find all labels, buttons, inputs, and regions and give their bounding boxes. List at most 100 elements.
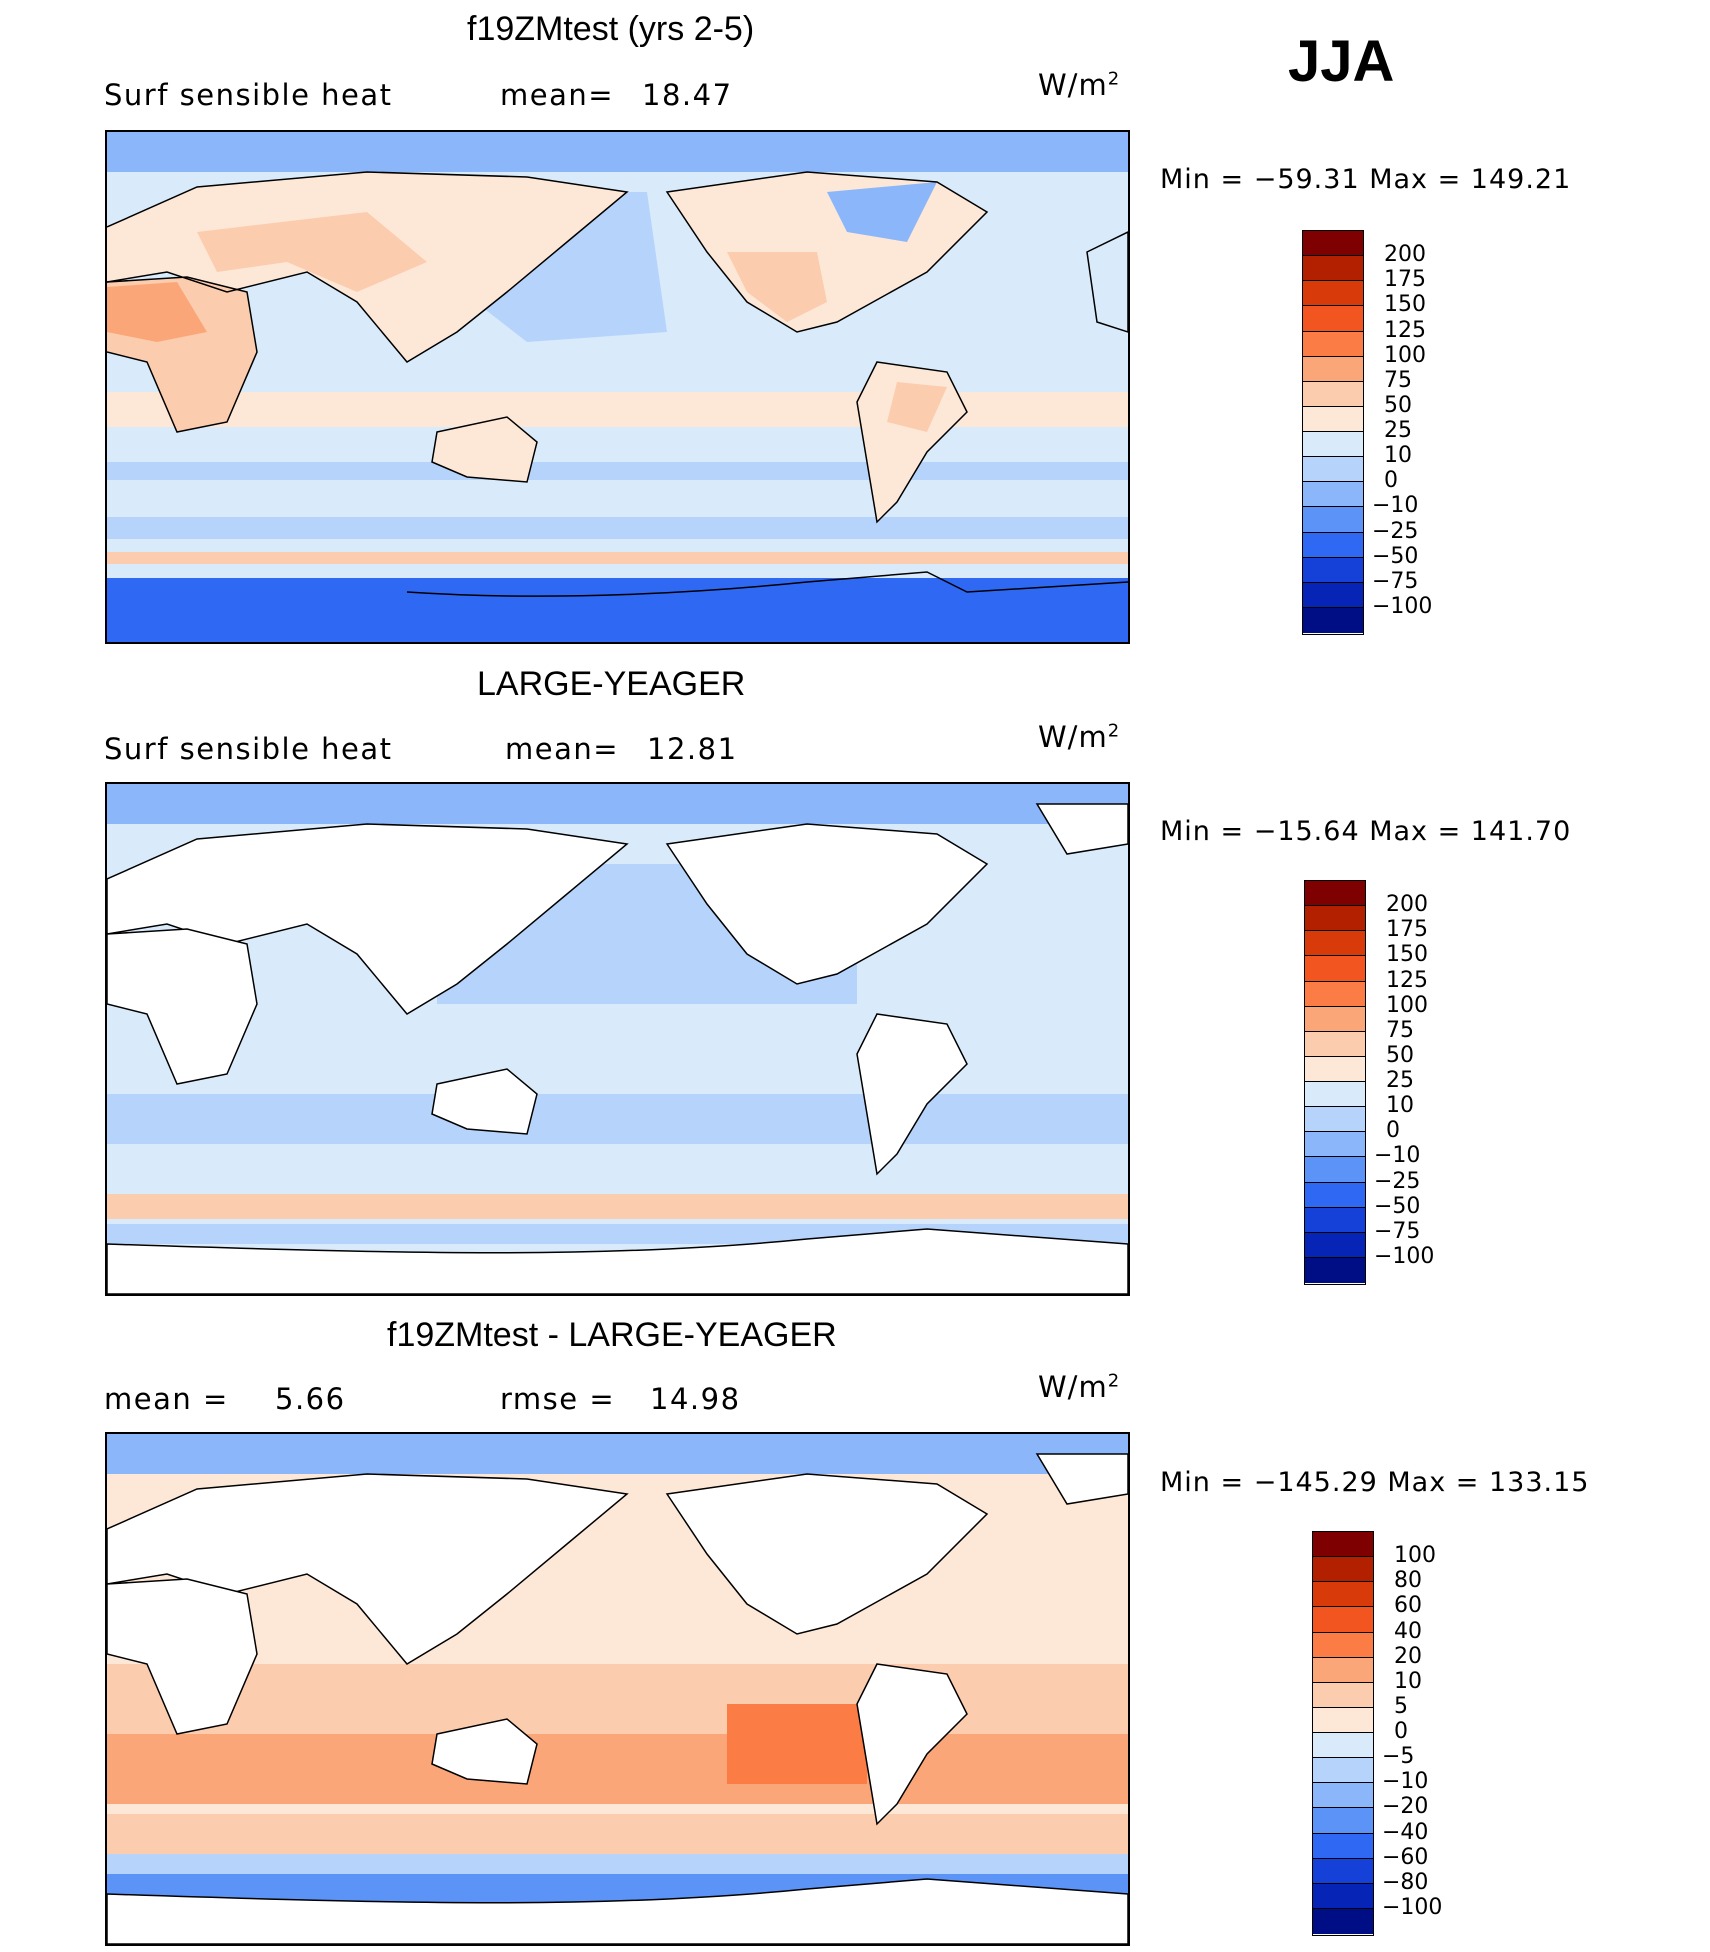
- colorbar-tick-label: 0: [1394, 1719, 1408, 1744]
- panel-2-title: LARGE-YEAGER: [477, 665, 746, 703]
- colorbar-box: [1303, 507, 1363, 533]
- panel-2-units: W/m2: [1038, 720, 1121, 754]
- colorbar-tick-label: 50: [1386, 1042, 1414, 1068]
- colorbar-tick-label: −10: [1372, 493, 1419, 519]
- panel-1-map-svg: [107, 132, 1128, 642]
- colorbar-box: [1313, 1557, 1373, 1583]
- colorbar-tick-label: −25: [1374, 1168, 1421, 1194]
- colorbar-box: [1313, 1707, 1373, 1733]
- panel-3-units: W/m2: [1038, 1370, 1121, 1404]
- colorbar-tick-label: 10: [1384, 443, 1412, 469]
- colorbar-tick-label: −80: [1382, 1869, 1429, 1895]
- colorbar-tick-label: −75: [1374, 1218, 1421, 1244]
- colorbar-box: [1313, 1833, 1373, 1859]
- colorbar-box: [1305, 1132, 1365, 1158]
- colorbar-box: [1305, 1056, 1365, 1082]
- panel-3-minmax: Min = −145.29 Max = 133.15: [1160, 1467, 1590, 1498]
- colorbar-box: [1313, 1657, 1373, 1683]
- colorbar-box: [1313, 1883, 1373, 1909]
- colorbar-box: [1303, 256, 1363, 282]
- panel-1-mean-label: mean=: [500, 78, 615, 112]
- panel-3-rmse-label: rmse =: [500, 1382, 616, 1416]
- colorbar-box: [1305, 881, 1365, 907]
- colorbar-box: [1303, 331, 1363, 357]
- colorbar-box: [1313, 1582, 1373, 1608]
- panel-2-variable: Surf sensible heat: [104, 732, 393, 766]
- colorbar-box: [1313, 1733, 1373, 1759]
- colorbar-tick-label: 0: [1386, 1118, 1400, 1144]
- colorbar-box: [1303, 381, 1363, 407]
- colorbar-tick-label: −10: [1374, 1143, 1421, 1169]
- colorbar-tick-label: −100: [1372, 593, 1433, 619]
- panel-2-mean-value: 12.81: [647, 732, 738, 766]
- colorbar-tick-label: 200: [1386, 892, 1428, 918]
- panel-3-map-svg: [107, 1434, 1128, 1944]
- colorbar-tick-label: −50: [1372, 543, 1419, 569]
- colorbar-box: [1303, 607, 1363, 633]
- panel-3-rmse-value: 14.98: [650, 1382, 741, 1416]
- colorbar-tick-label: −20: [1382, 1794, 1429, 1820]
- colorbar-tick-label: 40: [1394, 1618, 1422, 1644]
- colorbar-box: [1303, 582, 1363, 608]
- colorbar-tick-label: 75: [1386, 1017, 1414, 1043]
- season-label: JJA: [1288, 29, 1395, 94]
- colorbar-tick-label: 0: [1384, 468, 1398, 494]
- colorbar-tick-label: 25: [1384, 418, 1412, 443]
- panel-1-colorbar: [1302, 230, 1364, 635]
- colorbar-tick-label: 150: [1386, 942, 1428, 968]
- colorbar-tick-label: 5: [1394, 1693, 1408, 1719]
- colorbar-tick-label: −100: [1382, 1894, 1443, 1920]
- colorbar-tick-label: −100: [1374, 1243, 1435, 1269]
- colorbar-box: [1303, 356, 1363, 382]
- colorbar-box: [1313, 1607, 1373, 1633]
- colorbar-tick-label: −75: [1372, 568, 1419, 594]
- colorbar-box: [1305, 956, 1365, 982]
- colorbar-tick-label: −25: [1372, 518, 1419, 544]
- colorbar-tick-label: 50: [1384, 392, 1412, 418]
- panel-2-mean-label: mean=: [505, 732, 620, 766]
- colorbar-box: [1305, 1006, 1365, 1032]
- colorbar-box: [1313, 1632, 1373, 1658]
- colorbar-box: [1305, 1182, 1365, 1208]
- colorbar-box: [1303, 557, 1363, 583]
- colorbar-tick-label: 125: [1384, 317, 1426, 343]
- colorbar-tick-label: −40: [1382, 1819, 1429, 1845]
- panel-2-colorbar: [1304, 880, 1366, 1285]
- colorbar-box: [1303, 432, 1363, 458]
- colorbar-box: [1303, 482, 1363, 508]
- colorbar-box: [1303, 406, 1363, 432]
- colorbar-tick-label: −10: [1382, 1769, 1429, 1795]
- colorbar-box: [1305, 1157, 1365, 1183]
- panel-3-colorbar: [1312, 1531, 1374, 1936]
- colorbar-box: [1303, 281, 1363, 307]
- colorbar-tick-label: 125: [1386, 967, 1428, 993]
- colorbar-box: [1305, 1207, 1365, 1233]
- colorbar-tick-label: 60: [1394, 1593, 1422, 1619]
- colorbar-tick-label: 80: [1394, 1568, 1422, 1594]
- colorbar-tick-label: 150: [1384, 292, 1426, 318]
- panel-3-title: f19ZMtest - LARGE-YEAGER: [387, 1316, 837, 1354]
- panel-3-mean-value: 5.66: [275, 1382, 346, 1416]
- panel-1-mean-value: 18.47: [642, 78, 733, 112]
- colorbar-tick-label: −50: [1374, 1193, 1421, 1219]
- colorbar-box: [1313, 1808, 1373, 1834]
- panel-1-title: f19ZMtest (yrs 2-5): [467, 10, 755, 48]
- colorbar-box: [1313, 1532, 1373, 1558]
- colorbar-box: [1303, 532, 1363, 558]
- colorbar-tick-label: 20: [1394, 1643, 1422, 1669]
- colorbar-tick-label: 200: [1384, 242, 1426, 268]
- colorbar-tick-label: 100: [1384, 342, 1426, 368]
- panel-1-minmax: Min = −59.31 Max = 149.21: [1160, 164, 1572, 195]
- colorbar-box: [1305, 1031, 1365, 1057]
- colorbar-tick-label: 75: [1384, 367, 1412, 393]
- colorbar-box: [1303, 231, 1363, 257]
- panel-2-minmax: Min = −15.64 Max = 141.70: [1160, 816, 1572, 847]
- colorbar-box: [1305, 906, 1365, 932]
- colorbar-box: [1313, 1908, 1373, 1934]
- colorbar-tick-label: 175: [1384, 267, 1426, 293]
- panel-2-colorbar-boxes: [1305, 881, 1365, 1283]
- colorbar-tick-label: −5: [1382, 1744, 1415, 1770]
- panel-1-map: [105, 130, 1130, 644]
- colorbar-box: [1313, 1682, 1373, 1708]
- colorbar-tick-label: 10: [1386, 1093, 1414, 1119]
